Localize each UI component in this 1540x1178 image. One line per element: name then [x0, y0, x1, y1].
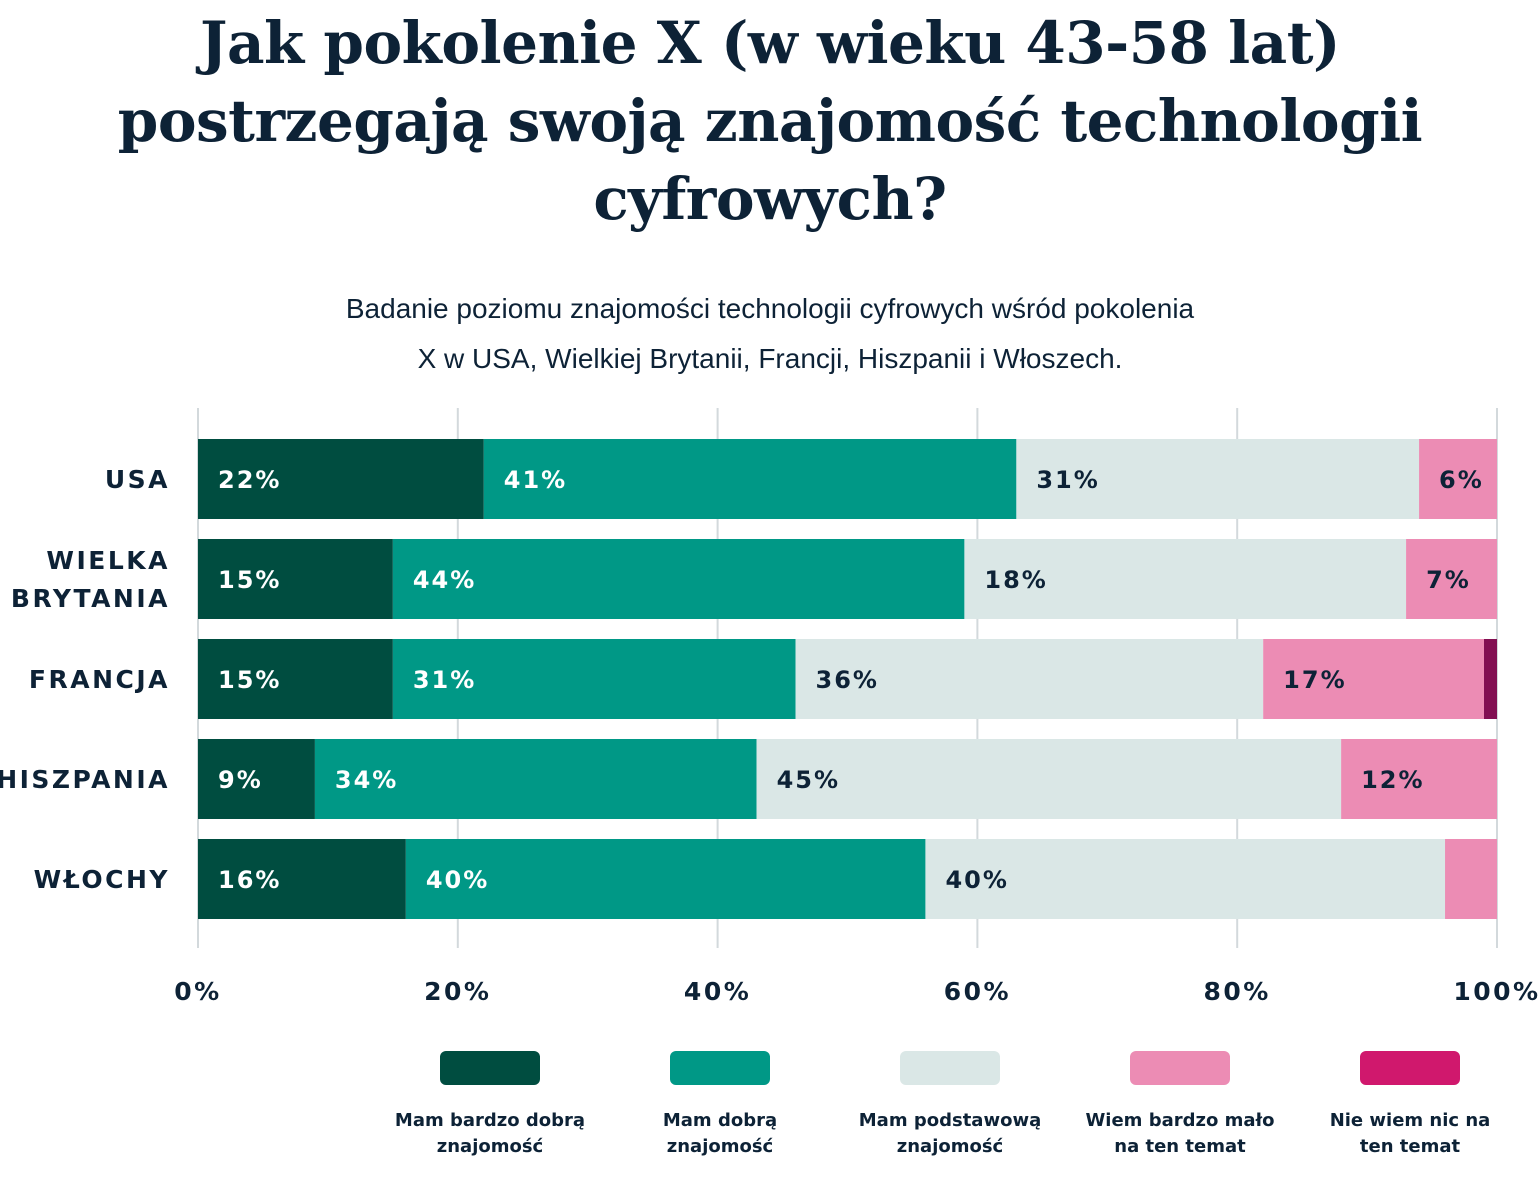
- bar-segment: [964, 539, 1407, 619]
- bar-segment: [198, 639, 393, 719]
- category-label: HISZPANIA: [0, 765, 170, 794]
- category-label: WŁOCHY: [34, 865, 170, 894]
- title-line: Jak pokolenie X (w wieku 43-58 lat): [200, 9, 1340, 77]
- bar-value-label: 12%: [1361, 766, 1424, 794]
- bar-value-label: 22%: [218, 466, 281, 494]
- bar-segment: [1341, 739, 1497, 819]
- legend-label: znajomość: [667, 1136, 774, 1157]
- x-tick-label: 60%: [944, 977, 1011, 1006]
- x-tick-label: 40%: [684, 977, 751, 1006]
- bar-value-label: 16%: [218, 866, 281, 894]
- bar-segment: [198, 839, 406, 919]
- bar-value-label: 15%: [218, 666, 281, 694]
- bar-value-label: 34%: [335, 766, 398, 794]
- bar-segment: [1419, 439, 1497, 519]
- bar-value-label: 15%: [218, 566, 281, 594]
- category-label: WIELKA: [46, 546, 170, 575]
- title-line: cyfrowych?: [593, 165, 947, 233]
- category-label: BRYTANIA: [11, 584, 170, 613]
- bar-segment: [1263, 639, 1485, 719]
- chart-title: Jak pokolenie X (w wieku 43-58 lat) post…: [0, 4, 1540, 238]
- legend-label: znajomość: [897, 1136, 1004, 1157]
- x-tick-label: 100%: [1453, 977, 1540, 1006]
- legend-label: ten temat: [1360, 1136, 1461, 1157]
- bar-segment: [483, 439, 1017, 519]
- bar-value-label: 6%: [1439, 466, 1484, 494]
- legend-swatch: [670, 1051, 770, 1085]
- bar-value-label: 7%: [1426, 566, 1471, 594]
- subtitle-line: X w USA, Wielkiej Brytanii, Francji, His…: [417, 343, 1123, 374]
- bar-value-label: 41%: [504, 466, 567, 494]
- bar-segment: [1016, 439, 1420, 519]
- legend-label: na ten temat: [1114, 1136, 1246, 1157]
- title-line: postrzegają swoją znajomość technologii: [117, 87, 1423, 155]
- bar-segment: [314, 739, 757, 819]
- bar-segment: [198, 739, 315, 819]
- chart-subtitle: Badanie poziomu znajomości technologii c…: [0, 284, 1540, 384]
- bar-value-label: 36%: [816, 666, 879, 694]
- bar-segment: [1406, 539, 1497, 619]
- legend-swatch: [440, 1051, 540, 1085]
- bar-value-label: 31%: [1036, 466, 1099, 494]
- bar-segment: [198, 539, 393, 619]
- legend-swatch: [1130, 1051, 1230, 1085]
- x-tick-label: 80%: [1204, 977, 1271, 1006]
- legend-label: Wiem bardzo mało: [1085, 1110, 1274, 1131]
- legend-label: Mam bardzo dobrą: [395, 1110, 585, 1131]
- x-tick-label: 0%: [174, 977, 221, 1006]
- legend-label: Mam dobrą: [663, 1110, 777, 1131]
- bar-value-label: 31%: [413, 666, 476, 694]
- x-tick-label: 20%: [424, 977, 491, 1006]
- legend-swatch: [900, 1051, 1000, 1085]
- legend-label: znajomość: [437, 1136, 544, 1157]
- bar-segment: [795, 639, 1264, 719]
- legend-label: Mam podstawową: [859, 1110, 1041, 1131]
- bar-value-label: 44%: [413, 566, 476, 594]
- bar-value-label: 9%: [218, 766, 263, 794]
- legend-swatch: [1360, 1051, 1460, 1085]
- bar-segment: [392, 639, 796, 719]
- bar-segment: [1445, 839, 1497, 919]
- subtitle-line: Badanie poziomu znajomości technologii c…: [345, 293, 1195, 324]
- bar-value-label: 40%: [945, 866, 1008, 894]
- bar-segment: [198, 439, 484, 519]
- category-label: USA: [105, 465, 170, 494]
- bar-segment: [405, 839, 926, 919]
- bar-value-label: 18%: [984, 566, 1047, 594]
- bar-segment: [1484, 639, 1497, 719]
- bar-value-label: 40%: [426, 866, 489, 894]
- bar-segment: [392, 539, 965, 619]
- bar-value-label: 17%: [1283, 666, 1346, 694]
- bar-segment: [756, 739, 1342, 819]
- bar-value-label: 45%: [777, 766, 840, 794]
- category-label: FRANCJA: [29, 665, 170, 694]
- bar-segment: [925, 839, 1446, 919]
- legend-label: Nie wiem nic na: [1330, 1110, 1491, 1131]
